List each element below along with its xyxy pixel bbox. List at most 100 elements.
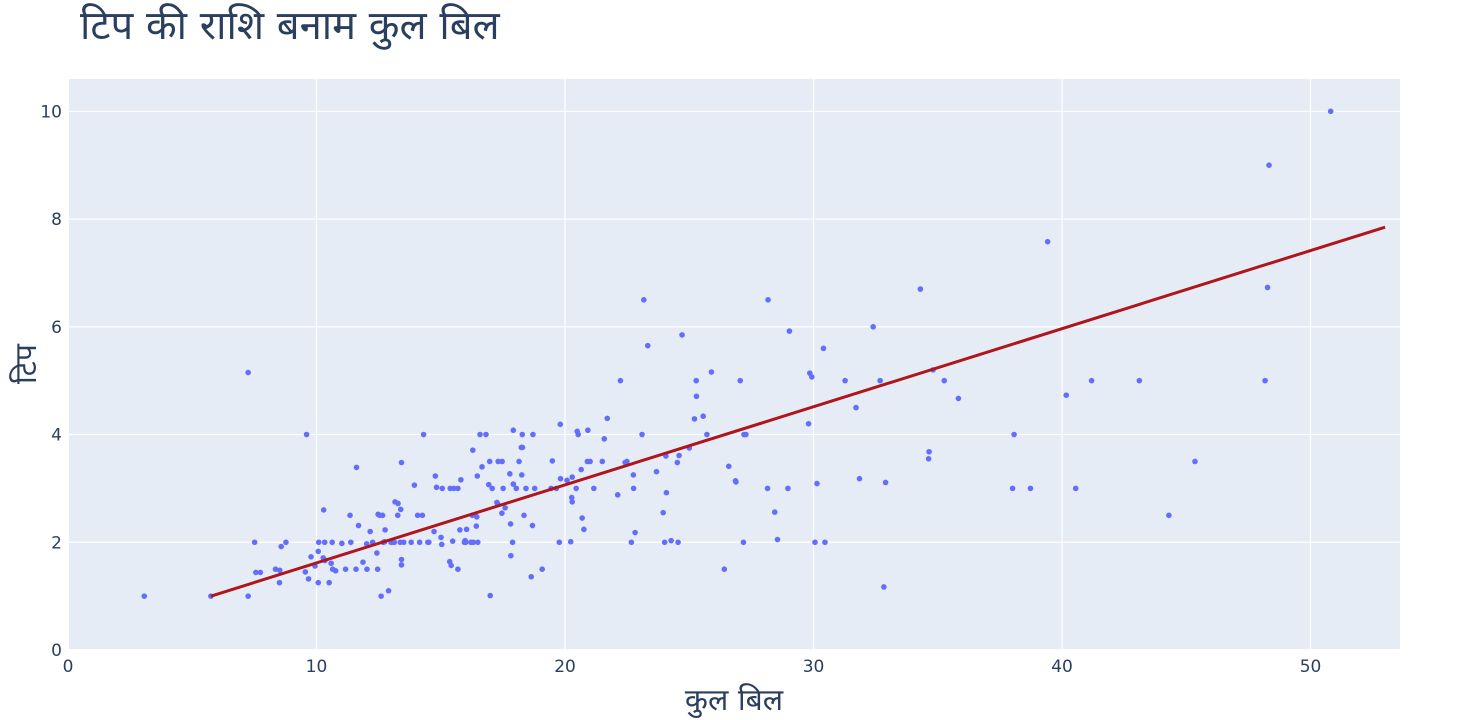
scatter-point [470,447,476,453]
scatter-point [640,297,647,303]
scatter-point [523,485,529,492]
scatter-point [955,395,962,402]
y-tick-label: 6 [51,318,62,338]
scatter-point [814,480,820,487]
scatter-point [1136,377,1143,384]
scatter-point [320,507,327,513]
scatter-point [630,485,637,492]
scatter-point [925,455,932,462]
scatter-point [587,458,593,465]
scatter-point [245,593,251,599]
scatter-point [591,485,597,492]
scatter-point [485,481,492,488]
y-tick-label: 10 [40,102,62,122]
scatter-point [567,538,574,545]
scatter-point [1266,162,1272,168]
scatter-point [283,539,289,546]
scatter-point [519,444,526,451]
scatter-point [601,436,608,442]
scatter-point [141,593,148,599]
scatter-point [328,560,334,567]
scatter-point [721,566,728,572]
x-tick-label: 40 [1051,657,1073,677]
scatter-point [303,431,310,438]
scatter-point [1088,377,1095,384]
scatter-point [416,539,423,546]
scatter-point [355,522,362,529]
scatter-point [693,393,700,400]
scatter-point [569,499,576,505]
scatter-point [245,369,251,376]
scatter-point [639,431,645,438]
scatter-point [518,472,525,478]
scatter-point [414,512,421,519]
scatter-point [530,431,536,438]
scatter-point [630,472,637,478]
y-axis-title: टिप [9,343,44,384]
scatter-point [599,458,606,465]
scatter-point [489,485,496,492]
scatter-point [474,473,481,479]
scatter-point [581,526,587,533]
scatter-point [347,512,353,519]
scatter-point [774,536,781,543]
scatter-point [411,482,418,488]
scatter-point [367,528,373,535]
scatter-point [1072,485,1079,492]
scatter-point [604,415,611,422]
scatter-point [420,431,427,438]
scatter-point [557,475,564,482]
scatter-point [474,539,481,546]
scatter-point [308,554,314,560]
scatter-point [575,431,581,438]
scatter-point [398,556,405,563]
trendline-path [210,225,1386,598]
scatter-point [743,431,749,438]
scatter-point [419,512,426,519]
scatter-point [740,539,747,546]
scatter-point [332,568,339,574]
y-tick-label: 2 [51,533,62,553]
scatter-point [1166,512,1172,519]
scatter-point [564,477,570,484]
scatter-point [253,569,259,576]
scatter-point [539,566,545,572]
scatter-point [519,431,526,438]
scatter-point [448,562,454,569]
y-tick-label: 0 [51,641,62,661]
scatter-point [628,539,635,546]
scatter-point [708,369,715,375]
scatter-point [926,448,932,455]
gridlines [67,79,1400,651]
scatter-point [457,527,463,533]
scatter-point [364,566,370,572]
scatter-point [624,458,630,465]
scatter-point [508,552,514,559]
scatter-point [398,459,405,466]
scatter-point [276,567,283,574]
scatter-point [660,509,666,516]
scatter-point [507,521,514,527]
scatter-point [557,421,564,428]
scatter-point [276,579,283,586]
scatter-point [391,539,398,546]
scatter-point [470,539,477,546]
scatter-point [812,539,818,546]
x-tick-label: 20 [554,657,576,677]
scatter-point [1044,238,1051,245]
scatter-point [516,458,522,465]
scatter-point [431,528,437,535]
scatter-point [473,514,480,520]
scatter-point [378,593,384,599]
scatter-point [870,323,876,330]
scatter-point [764,485,771,492]
scatter-point [786,328,793,334]
scatter-point [315,539,322,546]
scatter-point [397,506,404,513]
scatter-point [822,539,828,546]
scatter-point [704,431,710,438]
scatter-point [578,466,584,473]
scatter-point [451,485,457,492]
scatter-point [733,479,739,485]
